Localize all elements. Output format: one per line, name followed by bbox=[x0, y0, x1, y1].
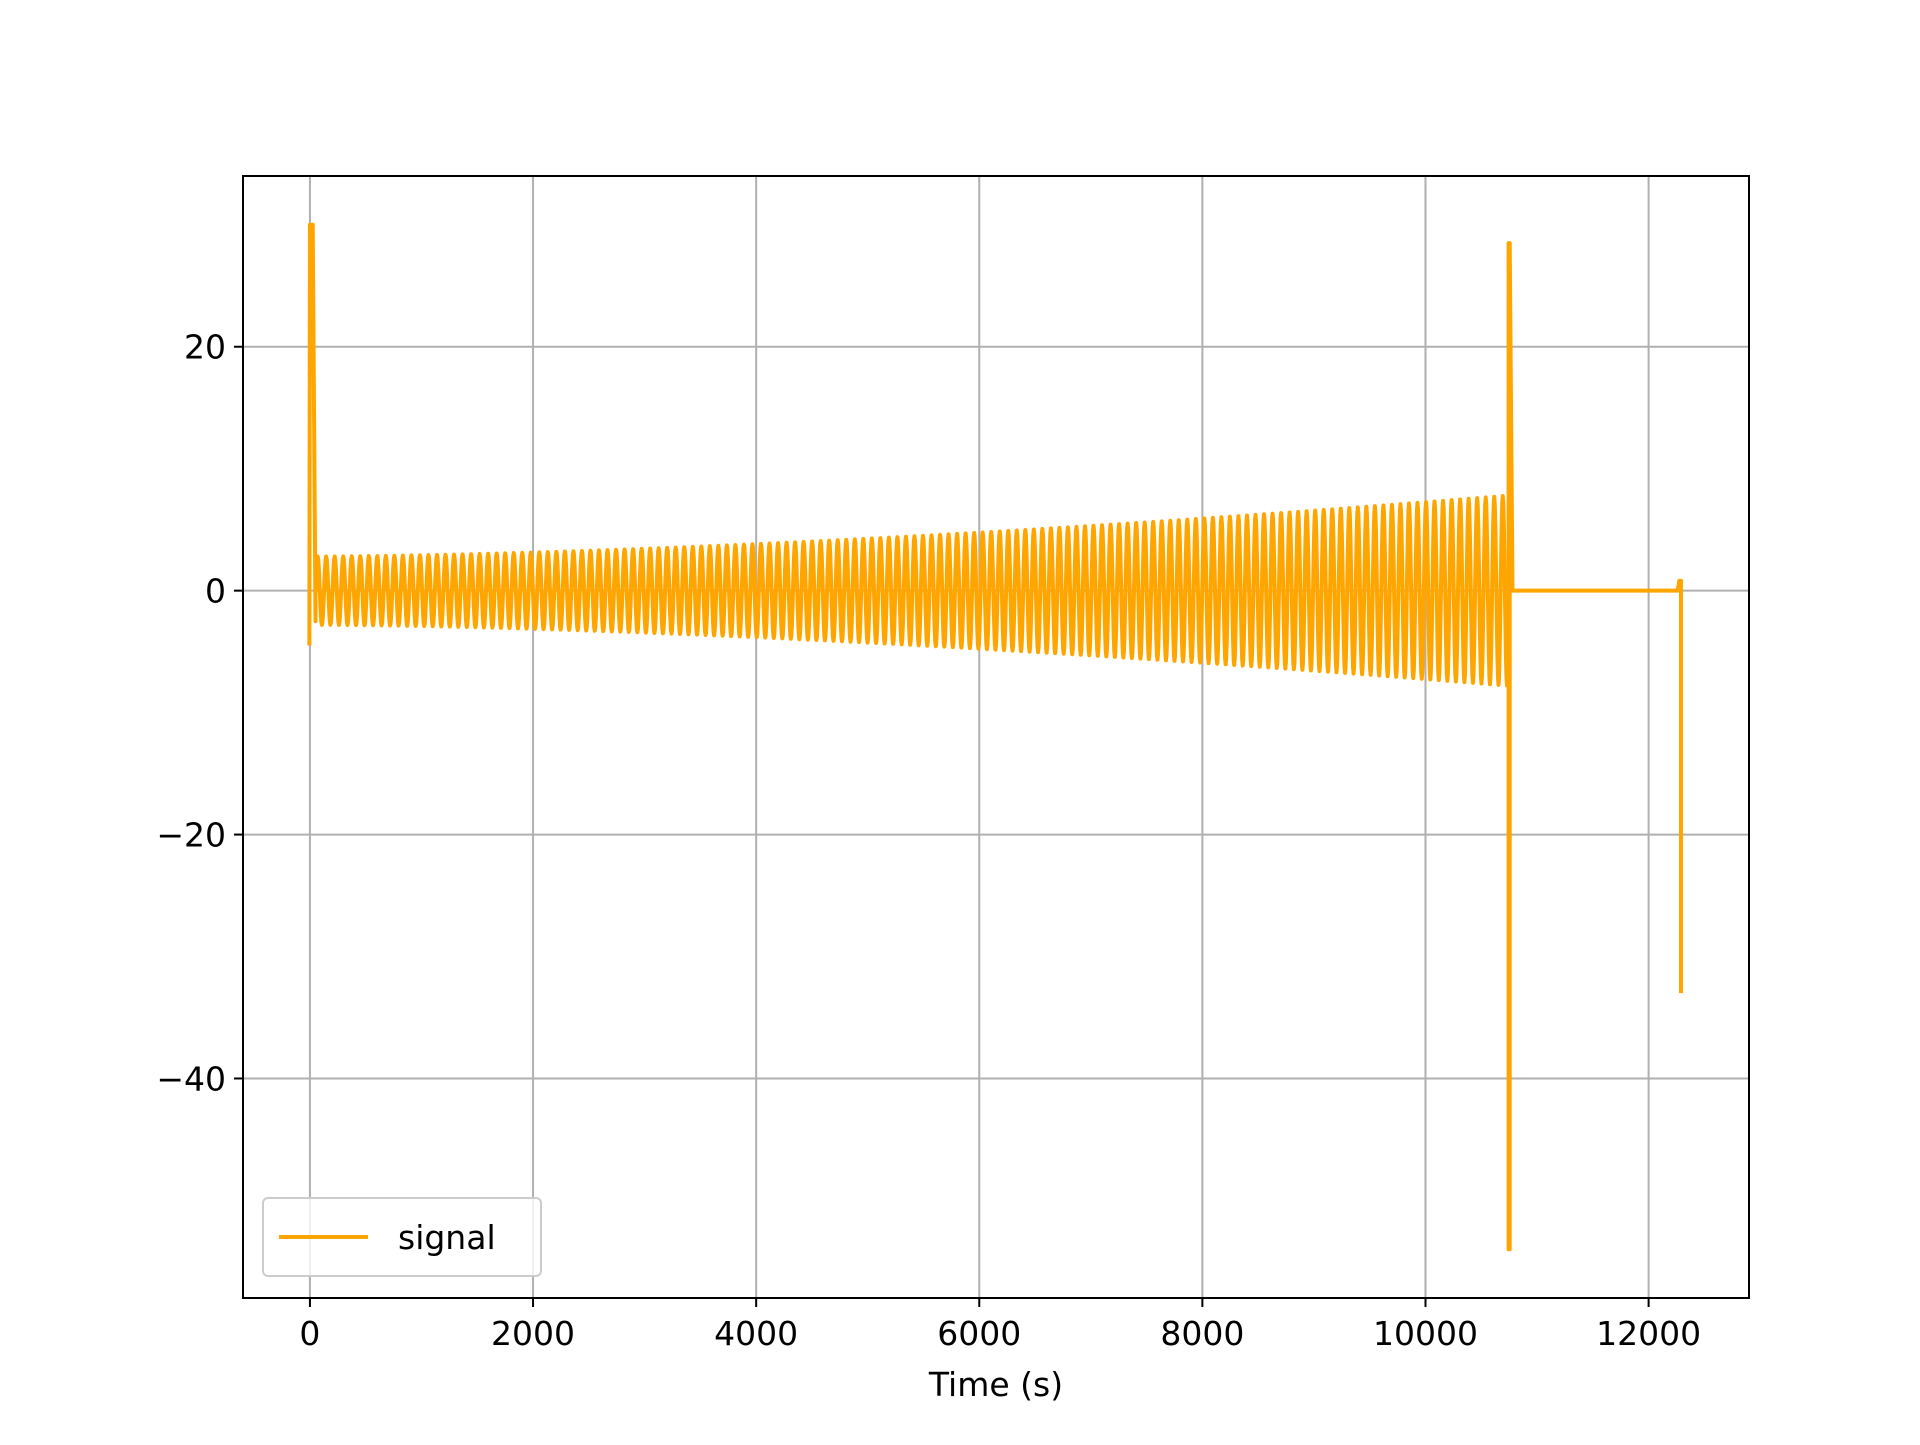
x-tick-label: 10000 bbox=[1373, 1314, 1478, 1353]
x-tick-label: 0 bbox=[299, 1314, 320, 1353]
x-axis-label: Time (s) bbox=[928, 1365, 1063, 1404]
legend-box bbox=[262, 1197, 542, 1277]
y-tick-label: −20 bbox=[156, 816, 226, 855]
x-tick-label: 4000 bbox=[714, 1314, 798, 1353]
legend-label: signal bbox=[398, 1218, 496, 1257]
series-line-signal bbox=[307, 222, 1683, 1252]
y-tick-label: 0 bbox=[205, 572, 226, 611]
y-tick-label: 20 bbox=[184, 328, 226, 367]
axes-frame bbox=[242, 175, 1750, 1299]
x-tick-label: 6000 bbox=[937, 1314, 1021, 1353]
series-layer bbox=[307, 222, 1683, 1252]
x-tick-label: 12000 bbox=[1596, 1314, 1701, 1353]
legend: signal bbox=[262, 1197, 542, 1277]
ticks: 0 2000 4000 6000 8000 10000 12000 −40 −20 0 20 bbox=[156, 328, 1701, 1353]
x-tick-label: 8000 bbox=[1160, 1314, 1244, 1353]
y-tick-label: −40 bbox=[156, 1059, 226, 1098]
x-tick-label: 2000 bbox=[491, 1314, 575, 1353]
